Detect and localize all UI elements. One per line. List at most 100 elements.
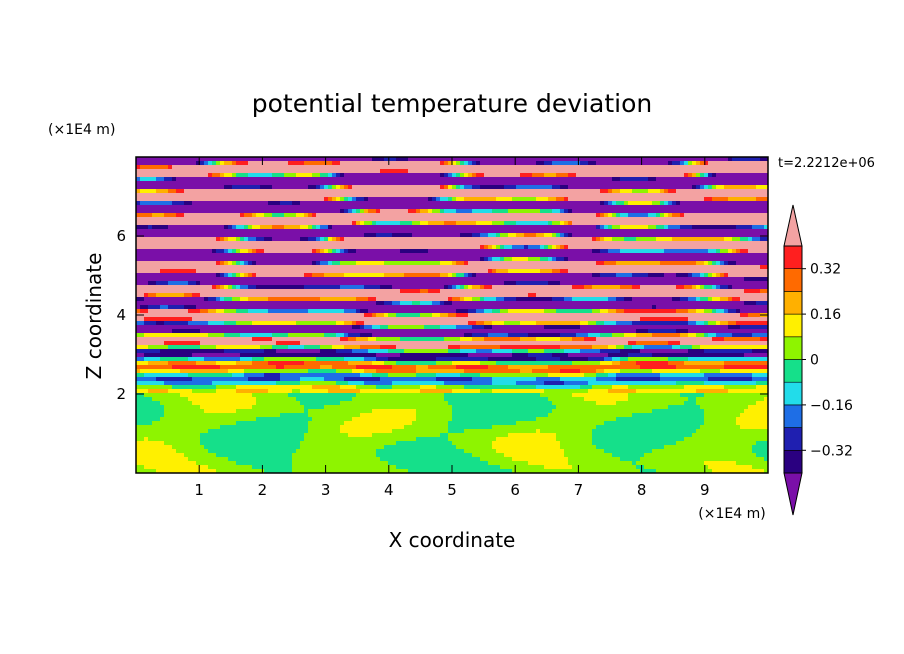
field-cell — [572, 221, 768, 226]
field-cell — [144, 333, 209, 338]
field-cell — [308, 237, 317, 242]
field-cell — [188, 321, 209, 326]
field-cell — [148, 293, 157, 298]
field-cell — [584, 337, 597, 342]
field-cell — [320, 297, 357, 302]
field-cell — [212, 161, 217, 166]
field-cell — [632, 273, 649, 278]
field-cell — [244, 273, 249, 278]
field-cell — [492, 245, 497, 250]
field-cell — [272, 333, 289, 338]
field-cell — [564, 245, 569, 250]
field-cell — [200, 293, 529, 298]
field-cell — [320, 345, 333, 350]
field-cell — [492, 425, 597, 430]
field-cell — [228, 261, 233, 266]
field-cell — [452, 389, 481, 394]
field-cell — [376, 453, 473, 458]
field-cell — [152, 421, 237, 426]
field-cell — [688, 309, 697, 314]
field-cell — [384, 273, 405, 278]
field-cell — [208, 429, 309, 434]
field-cell — [716, 321, 721, 326]
field-cell — [324, 237, 329, 242]
field-cell — [628, 397, 689, 402]
field-cell — [656, 225, 665, 230]
field-cell — [644, 345, 673, 350]
field-cell — [704, 461, 737, 466]
field-cell — [252, 337, 273, 342]
field-cell — [552, 245, 557, 250]
field-cell — [592, 309, 601, 314]
field-cell — [624, 309, 677, 314]
field-cell — [416, 409, 453, 414]
field-cell — [156, 377, 193, 382]
field-cell — [560, 185, 569, 190]
field-cell — [432, 301, 441, 306]
field-cell — [240, 273, 245, 278]
field-cell — [224, 297, 233, 302]
field-cell — [472, 337, 485, 342]
field-cell — [136, 185, 225, 190]
field-cell — [256, 397, 297, 402]
field-cell — [536, 417, 617, 422]
field-cell — [452, 417, 537, 422]
field-cell — [544, 325, 581, 330]
field-cell — [456, 445, 493, 450]
field-cell — [616, 373, 661, 378]
field-cell — [504, 281, 517, 286]
field-cell — [392, 385, 421, 390]
field-cell — [228, 273, 233, 278]
field-cell — [592, 345, 609, 350]
field-cell — [724, 273, 729, 278]
field-cell — [136, 229, 768, 234]
field-cell — [136, 221, 353, 226]
field-cell — [704, 417, 737, 422]
field-cell — [596, 445, 665, 450]
field-cell — [596, 213, 601, 218]
field-cell — [568, 221, 573, 226]
field-cell — [720, 273, 725, 278]
field-cell — [344, 345, 361, 350]
field-cell — [368, 349, 389, 354]
field-cell — [164, 413, 281, 418]
field-cell — [368, 297, 377, 302]
field-cell — [356, 297, 369, 302]
field-cell — [620, 369, 653, 374]
field-cell — [704, 321, 709, 326]
field-cell — [344, 173, 441, 178]
field-cell — [620, 189, 633, 194]
field-cell — [308, 413, 361, 418]
field-cell — [704, 381, 757, 386]
x-tick-label: 7 — [574, 481, 584, 499]
field-cell — [360, 325, 365, 330]
field-cell — [136, 297, 145, 302]
field-cell — [224, 249, 229, 254]
field-cell — [244, 213, 253, 218]
field-cell — [472, 377, 493, 382]
field-cell — [444, 161, 449, 166]
field-cell — [740, 249, 749, 254]
field-cell — [488, 269, 493, 274]
field-cell — [292, 461, 389, 466]
field-cell — [544, 233, 553, 238]
field-cell — [380, 377, 437, 382]
field-cell — [492, 221, 505, 226]
field-cell — [240, 249, 249, 254]
field-cell — [476, 173, 485, 178]
field-cell — [236, 461, 293, 466]
field-cell — [308, 429, 341, 434]
field-cell — [672, 237, 725, 242]
field-cell — [620, 361, 637, 366]
field-cell — [376, 357, 389, 362]
field-cell — [508, 333, 529, 338]
field-cell — [712, 297, 721, 302]
field-cell — [740, 313, 749, 318]
field-cell — [340, 197, 345, 202]
field-cell — [268, 297, 321, 302]
field-cell — [352, 209, 357, 214]
field-cell — [448, 429, 465, 434]
field-cell — [632, 461, 637, 466]
field-cell — [136, 177, 141, 182]
